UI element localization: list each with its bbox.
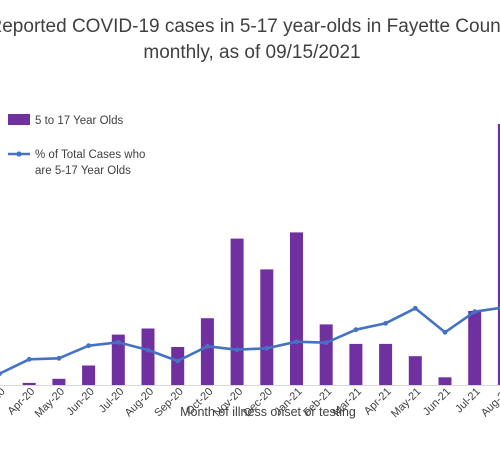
legend-line-marker [16,151,22,157]
x-tick-Jun-21: Jun-21 [421,386,453,418]
line-point-Jun-21 [442,329,448,335]
bar-Aug-21 [497,124,500,385]
bar-Jun-21 [438,377,452,385]
legend-line-label-2: are 5-17 Year Olds [35,165,131,177]
line-point-Sep-20 [175,358,181,364]
line-point-Apr-21 [383,320,388,326]
line-point-Mar-21 [353,327,359,333]
bar-Jan-21 [290,232,303,385]
bar-Aug-20 [141,328,155,385]
line-point-Jun-20 [86,343,91,349]
x-tick-Aug-21: Aug-21 [479,386,500,420]
x-tick-May-20: May-20 [33,386,67,420]
line-point-Mar-20 [0,371,2,377]
line-point-Dec-20 [264,345,270,351]
bar-Feb-21 [319,324,333,385]
bar-Apr-21 [379,343,393,385]
line-point-Feb-21 [323,340,329,346]
legend: 5 to 17 Year Olds % of Total Cases who a… [8,114,145,177]
line-point-Oct-20 [205,343,210,349]
line-point-May-20 [56,355,62,361]
legend-bar-label: 5 to 17 Year Olds [35,115,123,127]
legend-line-label-1: % of Total Cases who [35,149,145,161]
line-point-Aug-20 [145,347,151,353]
chart-title-line-1: Reported COVID-19 cases in 5-17 year-old… [0,16,500,37]
x-tick-Jun-20: Jun-20 [65,386,97,418]
bar-Dec-20 [260,269,274,385]
x-tick-Mar-20: Mar-20 [0,386,8,419]
line-point-Jul-21 [472,309,478,315]
line-point-Jan-21 [294,339,299,345]
line-point-Apr-20 [26,356,32,362]
line-point-May-21 [412,305,418,311]
bar-Apr-20 [22,382,36,385]
bar-Nov-20 [230,238,244,385]
bar-Oct-20 [200,318,214,385]
line-path [0,306,500,375]
bar-May-21 [408,356,422,385]
bar-Jul-20 [111,334,125,385]
legend-bar-swatch [8,114,30,125]
bar-Jun-20 [82,365,96,385]
bar-Mar-21 [349,343,363,385]
chart-title-line-2: monthly, as of 09/15/2021 [143,42,360,63]
bar-May-20 [52,378,66,385]
bar-Jul-21 [468,311,482,385]
line-series [0,305,500,377]
line-point-Nov-20 [234,347,240,353]
x-tick-May-21: May-21 [389,386,423,420]
x-axis-label: Month of illness onset or testing [180,405,356,419]
bar-Sep-20 [171,347,185,385]
x-tick-Aug-20: Aug-20 [123,386,157,420]
line-point-Jul-20 [115,339,121,345]
